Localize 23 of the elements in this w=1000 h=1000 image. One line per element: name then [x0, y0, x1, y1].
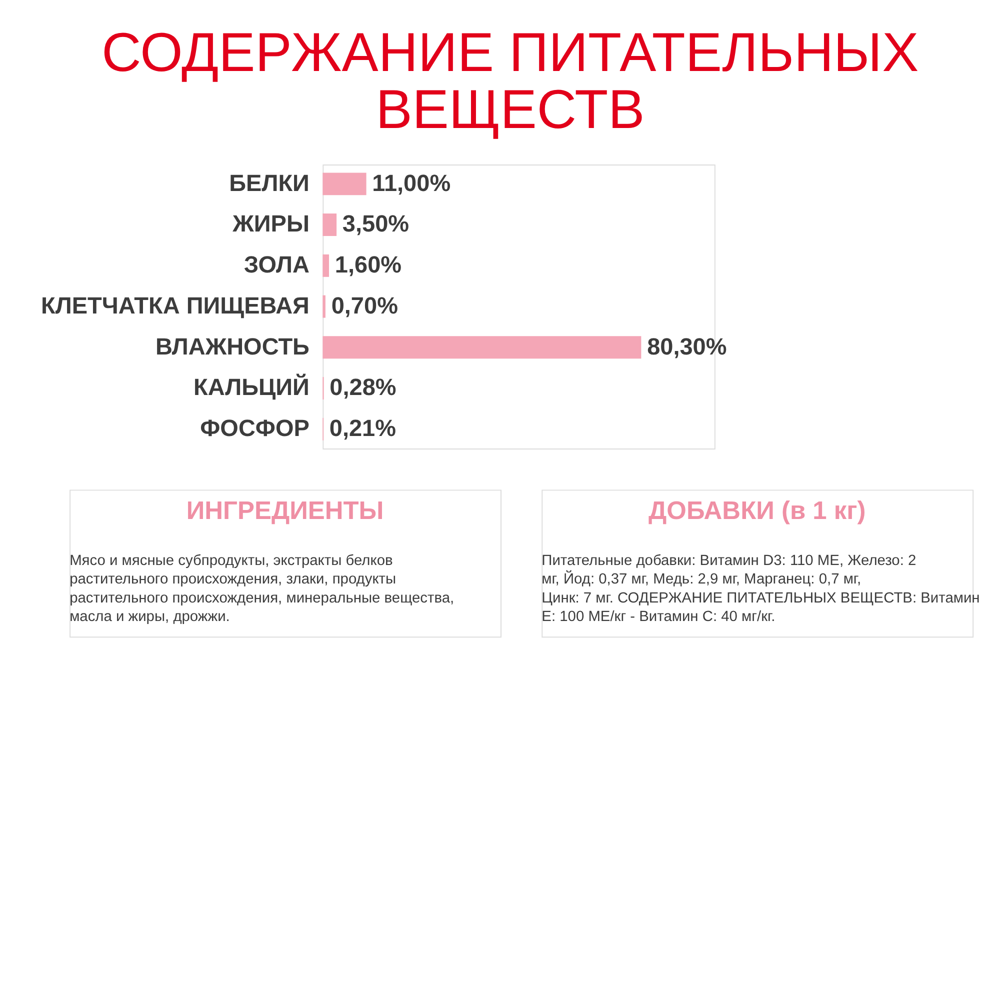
- y-tick-label: ФОСФОР: [200, 414, 310, 441]
- text: ИНГРЕДИЕНТЫ: [186, 497, 384, 526]
- data-label: 0,28%: [330, 374, 396, 400]
- y-tick-label: ЗОЛА: [244, 252, 310, 278]
- data-label: 11,00%: [372, 170, 451, 196]
- text: ДОБАВКИ (в 1 кг): [648, 497, 866, 526]
- data-label: 0,70%: [331, 292, 398, 318]
- bar: [322, 336, 642, 359]
- data-label: 1,60%: [334, 252, 402, 278]
- bar: [322, 214, 337, 236]
- y-tick-label: ВЛАЖНОСТЬ: [155, 333, 310, 360]
- y-tick-label: КАЛЬЦИЙ: [194, 373, 310, 400]
- data-label: 0,21%: [329, 414, 396, 441]
- y-tick-label: КЛЕТЧАТКА ПИЩЕВАЯ: [41, 292, 310, 318]
- y-tick-label: ЖИРЫ: [232, 210, 310, 237]
- text: Мясо и мясные субпродукты, экстракты белков растительного происхождения, злаки, продукты растительного происхождения, минеральные вещества, масла и жиры, дрожжи.: [70, 553, 454, 625]
- bar: [322, 295, 326, 318]
- data-label: 80,30%: [647, 333, 727, 360]
- y-tick-label: БЕЛКИ: [229, 170, 310, 196]
- text: Питательные добавки: Витамин D3: 110 МЕ, Железо: 2 мг, Йод: 0,37 мг, Медь: 2,9 мг, Марганец: 0,7 мг, Цинк: 7 мг. СОДЕРЖАНИЕ ПИТАТЕЛЬНЫХ ВЕЩЕСТВ: Витамин Е: 100 МЕ/кг - Витамин С: 40 мг/кг.: [542, 553, 980, 625]
- bar: [322, 172, 366, 196]
- data-label: 3,50%: [342, 210, 410, 237]
- bar: [322, 254, 330, 277]
